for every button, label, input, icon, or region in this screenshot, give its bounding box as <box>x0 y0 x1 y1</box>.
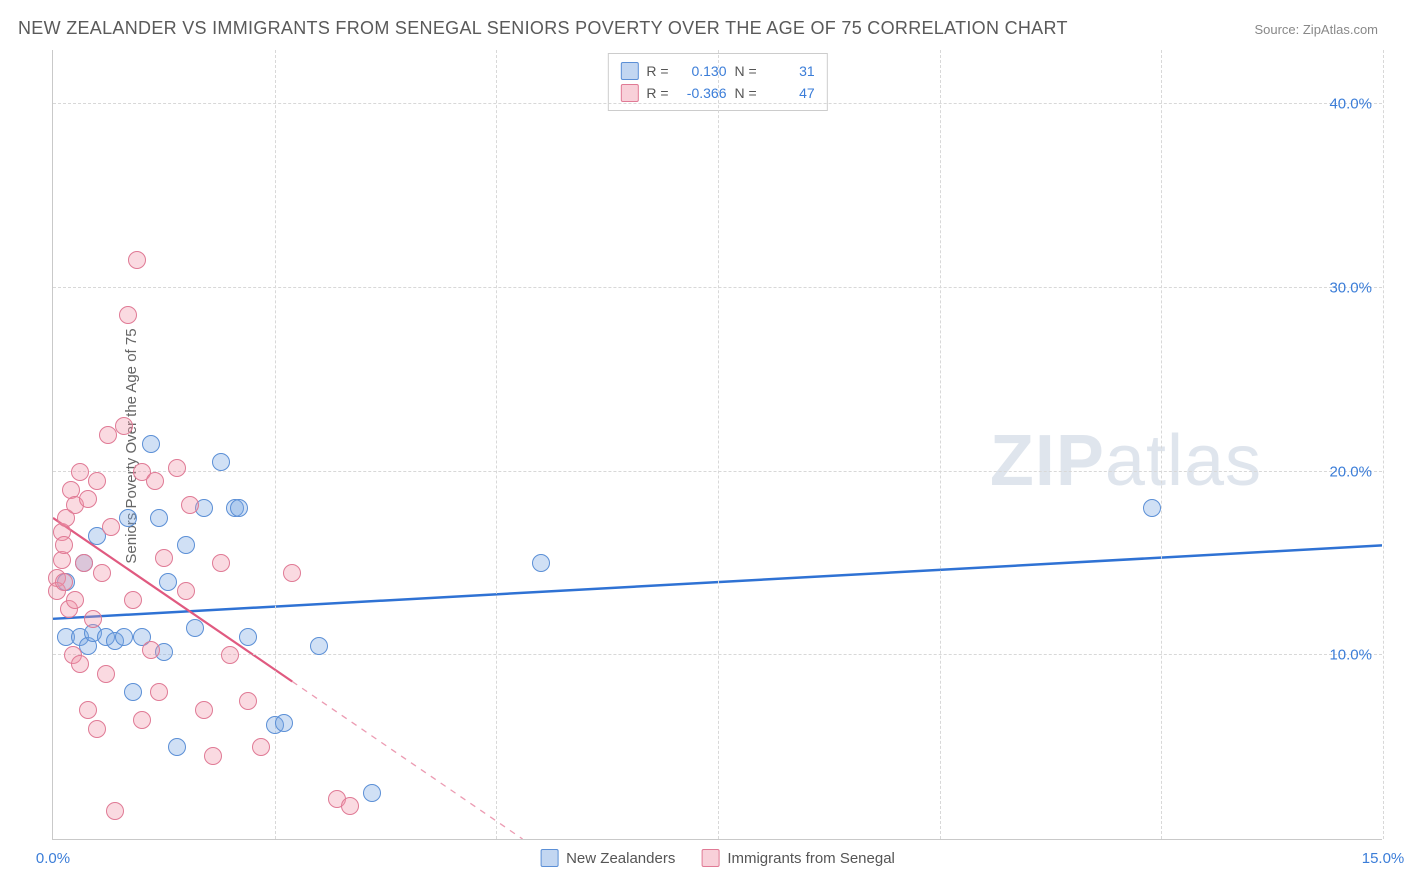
data-point <box>168 738 186 756</box>
legend-label-nz: New Zealanders <box>566 850 675 867</box>
swatch-pink-icon <box>701 849 719 867</box>
data-point <box>142 435 160 453</box>
data-point <box>79 701 97 719</box>
y-tick-label: 10.0% <box>1329 647 1372 664</box>
data-point <box>177 582 195 600</box>
data-point <box>363 784 381 802</box>
swatch-blue-icon <box>540 849 558 867</box>
x-tick-label: 15.0% <box>1362 850 1405 867</box>
gridline-v <box>1161 50 1162 839</box>
data-point <box>341 797 359 815</box>
legend-label-sn: Immigrants from Senegal <box>727 850 895 867</box>
data-point <box>283 564 301 582</box>
y-tick-label: 30.0% <box>1329 279 1372 296</box>
y-tick-label: 40.0% <box>1329 96 1372 113</box>
data-point <box>55 536 73 554</box>
data-point <box>310 637 328 655</box>
y-tick-label: 20.0% <box>1329 463 1372 480</box>
swatch-blue-icon <box>620 62 638 80</box>
data-point <box>155 549 173 567</box>
data-point <box>119 306 137 324</box>
n-value-sn: 47 <box>765 85 815 101</box>
data-point <box>239 628 257 646</box>
data-point <box>124 591 142 609</box>
legend-item-sn: Immigrants from Senegal <box>701 849 895 867</box>
data-point <box>239 692 257 710</box>
data-point <box>150 509 168 527</box>
n-label: N = <box>735 85 757 101</box>
plot-area: ZIPatlas R = 0.130 N = 31 R = -0.366 N =… <box>52 50 1382 840</box>
data-point <box>93 564 111 582</box>
gridline-v <box>718 50 719 839</box>
data-point <box>212 554 230 572</box>
gridline-v <box>940 50 941 839</box>
data-point <box>97 665 115 683</box>
data-point <box>142 641 160 659</box>
r-label: R = <box>646 63 668 79</box>
data-point <box>204 747 222 765</box>
data-point <box>88 720 106 738</box>
data-point <box>124 683 142 701</box>
legend-item-nz: New Zealanders <box>540 849 675 867</box>
data-point <box>168 459 186 477</box>
data-point <box>146 472 164 490</box>
r-value-sn: -0.366 <box>677 85 727 101</box>
data-point <box>106 802 124 820</box>
data-point <box>221 646 239 664</box>
data-point <box>102 518 120 536</box>
data-point <box>71 655 89 673</box>
data-point <box>195 701 213 719</box>
data-point <box>66 591 84 609</box>
data-point <box>119 509 137 527</box>
data-point <box>84 610 102 628</box>
x-tick-label: 0.0% <box>36 850 70 867</box>
data-point <box>275 714 293 732</box>
data-point <box>186 619 204 637</box>
data-point <box>1143 499 1161 517</box>
watermark-bold: ZIP <box>990 421 1105 501</box>
data-point <box>212 453 230 471</box>
data-point <box>115 628 133 646</box>
chart-title: NEW ZEALANDER VS IMMIGRANTS FROM SENEGAL… <box>18 18 1068 39</box>
series-legend: New Zealanders Immigrants from Senegal <box>540 849 895 867</box>
data-point <box>177 536 195 554</box>
r-value-nz: 0.130 <box>677 63 727 79</box>
data-point <box>128 251 146 269</box>
data-point <box>79 490 97 508</box>
gridline-v <box>496 50 497 839</box>
n-value-nz: 31 <box>765 63 815 79</box>
data-point <box>532 554 550 572</box>
swatch-pink-icon <box>620 84 638 102</box>
gridline-v <box>1383 50 1384 839</box>
data-point <box>230 499 248 517</box>
data-point <box>75 554 93 572</box>
n-label: N = <box>735 63 757 79</box>
data-point <box>99 426 117 444</box>
watermark: ZIPatlas <box>990 420 1262 502</box>
data-point <box>252 738 270 756</box>
data-point <box>181 496 199 514</box>
data-point <box>88 472 106 490</box>
chart-container: NEW ZEALANDER VS IMMIGRANTS FROM SENEGAL… <box>0 0 1406 892</box>
data-point <box>133 711 151 729</box>
watermark-light: atlas <box>1105 421 1262 501</box>
data-point <box>71 463 89 481</box>
data-point <box>55 573 73 591</box>
data-point <box>115 417 133 435</box>
source-label: Source: ZipAtlas.com <box>1254 22 1378 37</box>
r-label: R = <box>646 85 668 101</box>
data-point <box>159 573 177 591</box>
data-point <box>150 683 168 701</box>
